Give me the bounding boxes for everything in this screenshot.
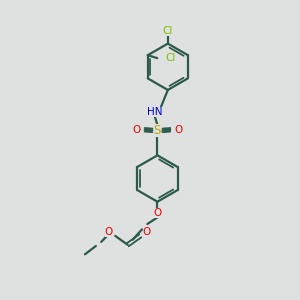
Text: HN: HN bbox=[147, 107, 163, 117]
Text: O: O bbox=[105, 227, 113, 237]
Text: O: O bbox=[133, 125, 141, 135]
Text: O: O bbox=[142, 227, 151, 237]
Text: Cl: Cl bbox=[163, 26, 173, 36]
Text: O: O bbox=[174, 125, 182, 135]
Text: O: O bbox=[153, 208, 162, 218]
Text: Cl: Cl bbox=[166, 53, 176, 63]
Text: S: S bbox=[154, 124, 161, 137]
